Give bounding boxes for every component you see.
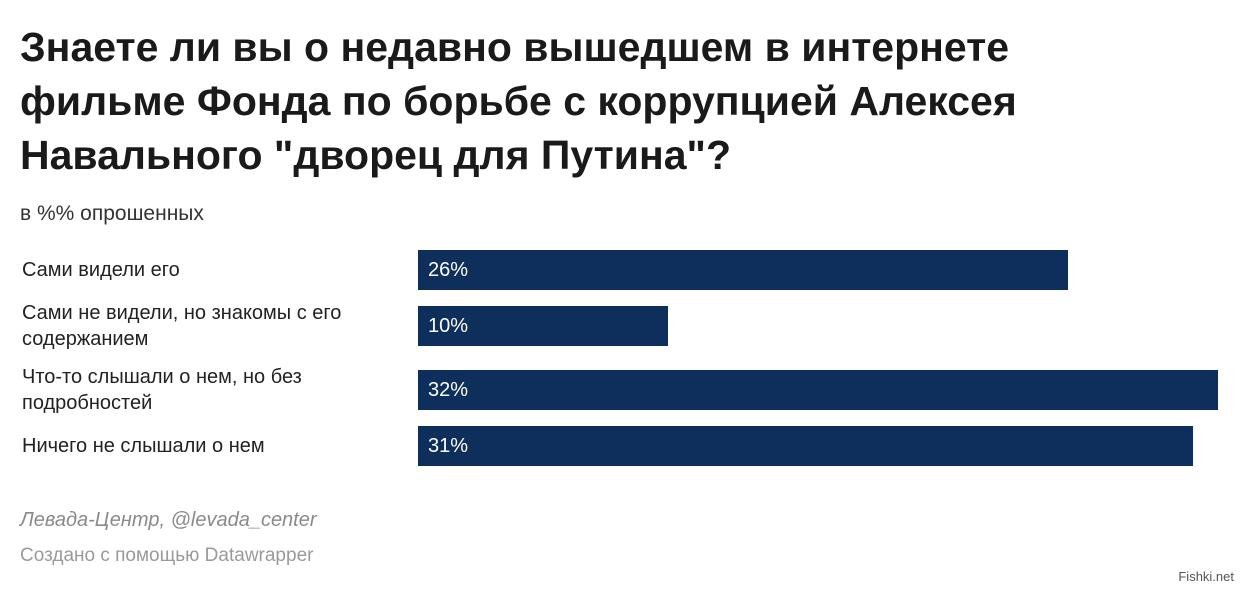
bar: 31% [418,426,1193,466]
datawrapper-credit: Создано с помощью Datawrapper [20,545,314,566]
bar-value-label: 32% [428,379,469,401]
category-label: Ничего не слышали о нем [22,435,265,457]
chart-title: Знаете ли вы о недавно вышедшем в интерн… [20,24,1017,178]
bar: 10% [418,306,668,346]
category-label: Сами не видели, но знакомы с его содержа… [22,302,342,350]
bar-value-label: 31% [428,435,469,457]
bar-value-label: 10% [428,315,469,337]
chart-subtitle: в %% опрошенных [20,202,204,225]
bar: 32% [418,370,1218,410]
bar-value-label: 26% [428,259,469,281]
category-label: Сами видели его [22,259,180,281]
category-label: Что-то слышали о нем, но без подробносте… [22,366,302,414]
bar: 26% [418,250,1068,290]
watermark: Fishki.net [1178,569,1234,584]
source-note: Левада-Центр, @levada_center [20,509,317,531]
